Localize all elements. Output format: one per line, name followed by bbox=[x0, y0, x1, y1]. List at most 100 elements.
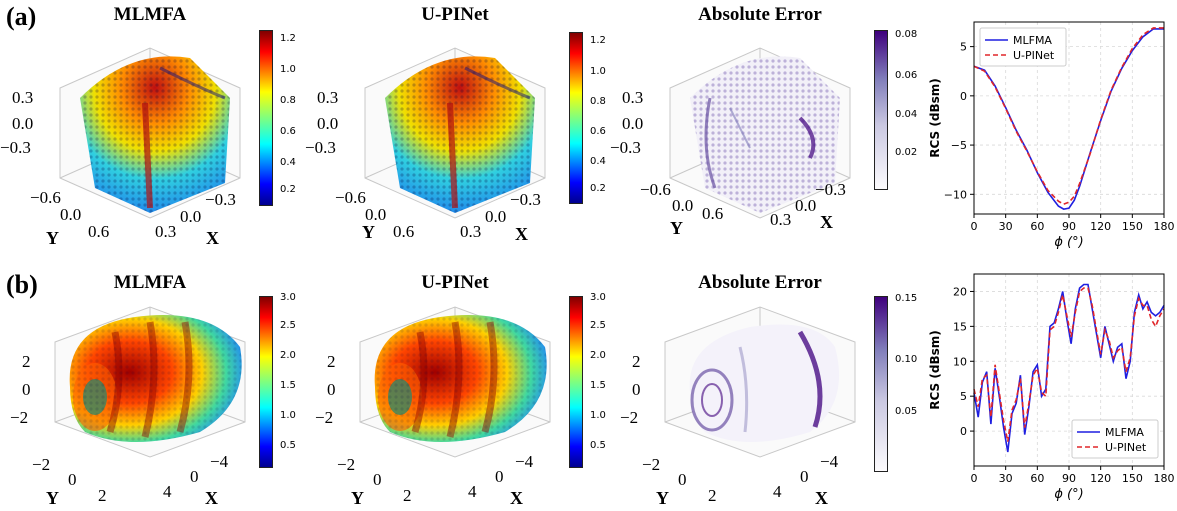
title-a-error: Absolute Error bbox=[698, 4, 822, 25]
ytick: 0.0 bbox=[60, 205, 82, 224]
ztick: 2 bbox=[327, 352, 336, 371]
y-tick-label: 15 bbox=[953, 320, 967, 333]
x-axis-label: X bbox=[515, 224, 528, 244]
legend-label: MLFMA bbox=[1013, 34, 1052, 47]
ytick: −2 bbox=[642, 455, 661, 474]
cb-tick: 0.2 bbox=[590, 183, 606, 194]
ztick: 0.3 bbox=[622, 88, 644, 107]
xtick: −0.3 bbox=[205, 190, 236, 209]
xtick: −0.3 bbox=[510, 190, 541, 209]
plot3d-b-error bbox=[664, 306, 856, 458]
ztick: 0 bbox=[22, 380, 31, 399]
ytick: 2 bbox=[98, 486, 107, 505]
x-tick-label: 30 bbox=[999, 220, 1013, 233]
y-axis-label: Y bbox=[46, 228, 59, 248]
ztick: −2 bbox=[620, 408, 639, 427]
rcs-chart-b: 0 30 60 90 120 150 180 0 5 10 15 20 ϕ (°) RCS (dBsm) M… bbox=[928, 273, 1175, 502]
x-axis-label: X bbox=[205, 488, 218, 508]
cb-tick: 0.6 bbox=[590, 126, 606, 137]
ytick: −2 bbox=[32, 455, 51, 474]
ytick: 0.6 bbox=[393, 222, 415, 241]
xtick: −4 bbox=[820, 452, 839, 471]
x-axis-label: X bbox=[206, 228, 219, 248]
cb-tick: 0.08 bbox=[895, 29, 918, 40]
ytick: 2 bbox=[403, 486, 412, 505]
cb-tick: 0.04 bbox=[895, 109, 918, 120]
y-axis-label: Y bbox=[46, 488, 59, 508]
cb-tick: 0.10 bbox=[895, 354, 918, 365]
ztick: −2 bbox=[10, 408, 29, 427]
xtick: 4 bbox=[773, 482, 782, 501]
xtick: 4 bbox=[163, 482, 172, 501]
plot3d-a-error bbox=[669, 47, 851, 219]
y-tick-label: 0 bbox=[960, 425, 967, 438]
plot3d-b-upinet bbox=[359, 306, 551, 458]
cb-tick: 1.5 bbox=[590, 380, 606, 391]
x-tick-label: 150 bbox=[1122, 220, 1143, 233]
x-tick-label: 30 bbox=[999, 472, 1013, 485]
colorbar-b-upinet bbox=[569, 296, 583, 468]
cb-tick: 0.5 bbox=[590, 440, 606, 451]
ztick: 0.3 bbox=[317, 88, 339, 107]
xtick: 0.3 bbox=[770, 210, 792, 229]
ztick: 2 bbox=[22, 352, 31, 371]
legend-label: MLFMA bbox=[1105, 426, 1144, 439]
cb-tick: 1.2 bbox=[280, 33, 296, 44]
xtick: 0.0 bbox=[180, 207, 202, 226]
x-axis-label: ϕ (°) bbox=[1054, 235, 1083, 250]
cb-tick: 2.0 bbox=[590, 350, 606, 361]
legend-label: U-PINet bbox=[1105, 441, 1147, 454]
xtick: 0 bbox=[800, 467, 809, 486]
cb-tick: 1.0 bbox=[590, 410, 606, 421]
ytick: 0 bbox=[678, 470, 687, 489]
cb-tick: 2.5 bbox=[590, 320, 606, 331]
x-tick-label: 0 bbox=[971, 220, 978, 233]
ztick: 0.0 bbox=[317, 114, 339, 133]
rcs-chart-a: 0 30 60 90 120 150 180 −10 −5 0 5 ϕ (°) RCS (dBsm) ML… bbox=[928, 21, 1175, 250]
xtick: −0.3 bbox=[815, 180, 846, 199]
legend-box bbox=[1071, 419, 1159, 459]
title-b-upinet: U-PINet bbox=[421, 272, 489, 293]
y-axis-label: Y bbox=[362, 222, 375, 242]
x-tick-label: 90 bbox=[1062, 472, 1076, 485]
ytick: 0.0 bbox=[672, 196, 694, 215]
ytick: 0 bbox=[373, 470, 382, 489]
legend-box bbox=[979, 27, 1067, 67]
x-axis-label: X bbox=[815, 488, 828, 508]
cb-tick: 0.05 bbox=[895, 406, 918, 417]
xtick: 0.0 bbox=[795, 196, 817, 215]
plot3d-a-upinet bbox=[364, 47, 546, 219]
cb-tick: 3.0 bbox=[280, 292, 296, 303]
y-axis-label: Y bbox=[656, 488, 669, 508]
series-line-mlfma bbox=[973, 28, 1164, 210]
xtick: 4 bbox=[468, 482, 477, 501]
x-tick-label: 90 bbox=[1062, 220, 1076, 233]
xtick: 0.0 bbox=[485, 207, 507, 226]
colorbar-b-mlmfa bbox=[259, 296, 273, 468]
title-b-error: Absolute Error bbox=[698, 272, 822, 293]
cb-tick: 0.06 bbox=[895, 70, 918, 81]
cb-tick: 1.2 bbox=[590, 35, 606, 46]
xtick: 0.3 bbox=[460, 222, 482, 241]
y-tick-label: −10 bbox=[944, 188, 967, 201]
x-axis-label: X bbox=[510, 488, 523, 508]
cb-tick: 1.0 bbox=[280, 410, 296, 421]
x-tick-label: 60 bbox=[1030, 472, 1044, 485]
x-tick-label: 180 bbox=[1154, 220, 1175, 233]
cb-tick: 1.5 bbox=[280, 380, 296, 391]
ztick: −0.3 bbox=[305, 138, 336, 157]
ytick: 2 bbox=[708, 486, 717, 505]
cb-tick: 0.4 bbox=[590, 156, 606, 167]
x-tick-label: 0 bbox=[971, 472, 978, 485]
ztick: −2 bbox=[315, 408, 334, 427]
cb-tick: 0.5 bbox=[280, 440, 296, 451]
y-axis-label: RCS (dBsm) bbox=[928, 78, 942, 157]
x-tick-label: 120 bbox=[1090, 472, 1111, 485]
xtick: 0 bbox=[495, 467, 504, 486]
y-axis-label: RCS (dBsm) bbox=[928, 330, 942, 409]
ytick: 0.6 bbox=[88, 222, 110, 241]
cb-tick: 0.8 bbox=[280, 95, 296, 106]
ytick: −0.6 bbox=[640, 180, 671, 199]
cb-tick: 0.6 bbox=[280, 126, 296, 137]
title-b-mlmfa: MLMFA bbox=[113, 272, 187, 293]
